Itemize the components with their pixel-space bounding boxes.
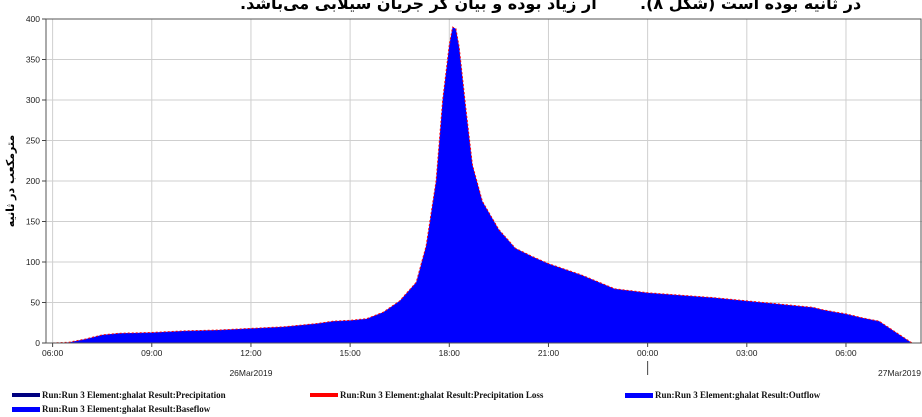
legend: Run:Run 3 Element:ghalat Result:Precipit… [0, 388, 922, 417]
x-tick-label: 12:00 [240, 348, 262, 358]
date-label: 27Mar2019 [878, 368, 921, 378]
legend-label-precipitation: Run:Run 3 Element:ghalat Result:Precipit… [42, 390, 226, 400]
page-caption: ار زیاد بوده و بیان گر جریان سیلابی می‌ب… [0, 0, 922, 16]
x-tick-label: 21:00 [538, 348, 560, 358]
outflow-area [52, 27, 922, 343]
date-label: 26Mar2019 [229, 368, 272, 378]
legend-item-precipitation: Run:Run 3 Element:ghalat Result:Precipit… [12, 388, 226, 402]
hydrograph-chart: 0 50 100 150 200 250 300 350 400 06:00 09:00 12:00… [4, 14, 922, 378]
x-tick-label: 09:00 [141, 348, 163, 358]
legend-label-outflow: Run:Run 3 Element:ghalat Result:Outflow [655, 390, 821, 400]
x-tick-label: 06:00 [835, 348, 857, 358]
date-labels: 26Mar2019 27Mar2019 [229, 368, 921, 378]
precipitation-loss-line [52, 26, 922, 344]
y-tick-label: 250 [26, 136, 40, 146]
legend-swatch-precipitation [12, 393, 40, 397]
x-axis-ticks: 06:00 09:00 12:00 15:00 18:00 21:00 00:00 03:00… [42, 343, 857, 358]
legend-item-outflow: Run:Run 3 Element:ghalat Result:Outflow [625, 388, 820, 402]
grid-lines [46, 19, 922, 343]
legend-item-baseflow: Run:Run 3 Element:ghalat Result:Baseflow [12, 402, 210, 416]
y-tick-label: 200 [26, 176, 40, 186]
legend-label-precipitation-loss: Run:Run 3 Element:ghalat Result:Precipit… [340, 390, 544, 400]
legend-swatch-precipitation-loss [310, 393, 338, 397]
y-tick-label: 100 [26, 257, 40, 267]
caption-right-text: در ثانیه بوده است (شکل ۸). [640, 0, 862, 13]
x-tick-label: 00:00 [637, 348, 659, 358]
legend-swatch-outflow [625, 392, 653, 398]
y-axis-ticks: 0 50 100 150 200 250 300 350 400 [26, 14, 46, 348]
y-tick-label: 150 [26, 217, 40, 227]
x-tick-label: 15:00 [339, 348, 361, 358]
x-tick-label: 18:00 [439, 348, 461, 358]
x-tick-label: 06:00 [42, 348, 64, 358]
y-tick-label: 300 [26, 95, 40, 105]
legend-label-baseflow: Run:Run 3 Element:ghalat Result:Baseflow [42, 404, 211, 414]
caption-left-text: ار زیاد بوده و بیان گر جریان سیلابی می‌ب… [240, 0, 597, 13]
legend-swatch-baseflow [12, 406, 40, 412]
y-axis-label: مترمکعب در ثانیه [4, 135, 17, 227]
x-tick-label: 03:00 [736, 348, 758, 358]
y-tick-label: 50 [31, 298, 41, 308]
y-tick-label: 400 [26, 14, 40, 24]
y-tick-label: 350 [26, 55, 40, 65]
y-tick-label: 0 [35, 338, 40, 348]
legend-item-precipitation-loss: Run:Run 3 Element:ghalat Result:Precipit… [310, 388, 543, 402]
